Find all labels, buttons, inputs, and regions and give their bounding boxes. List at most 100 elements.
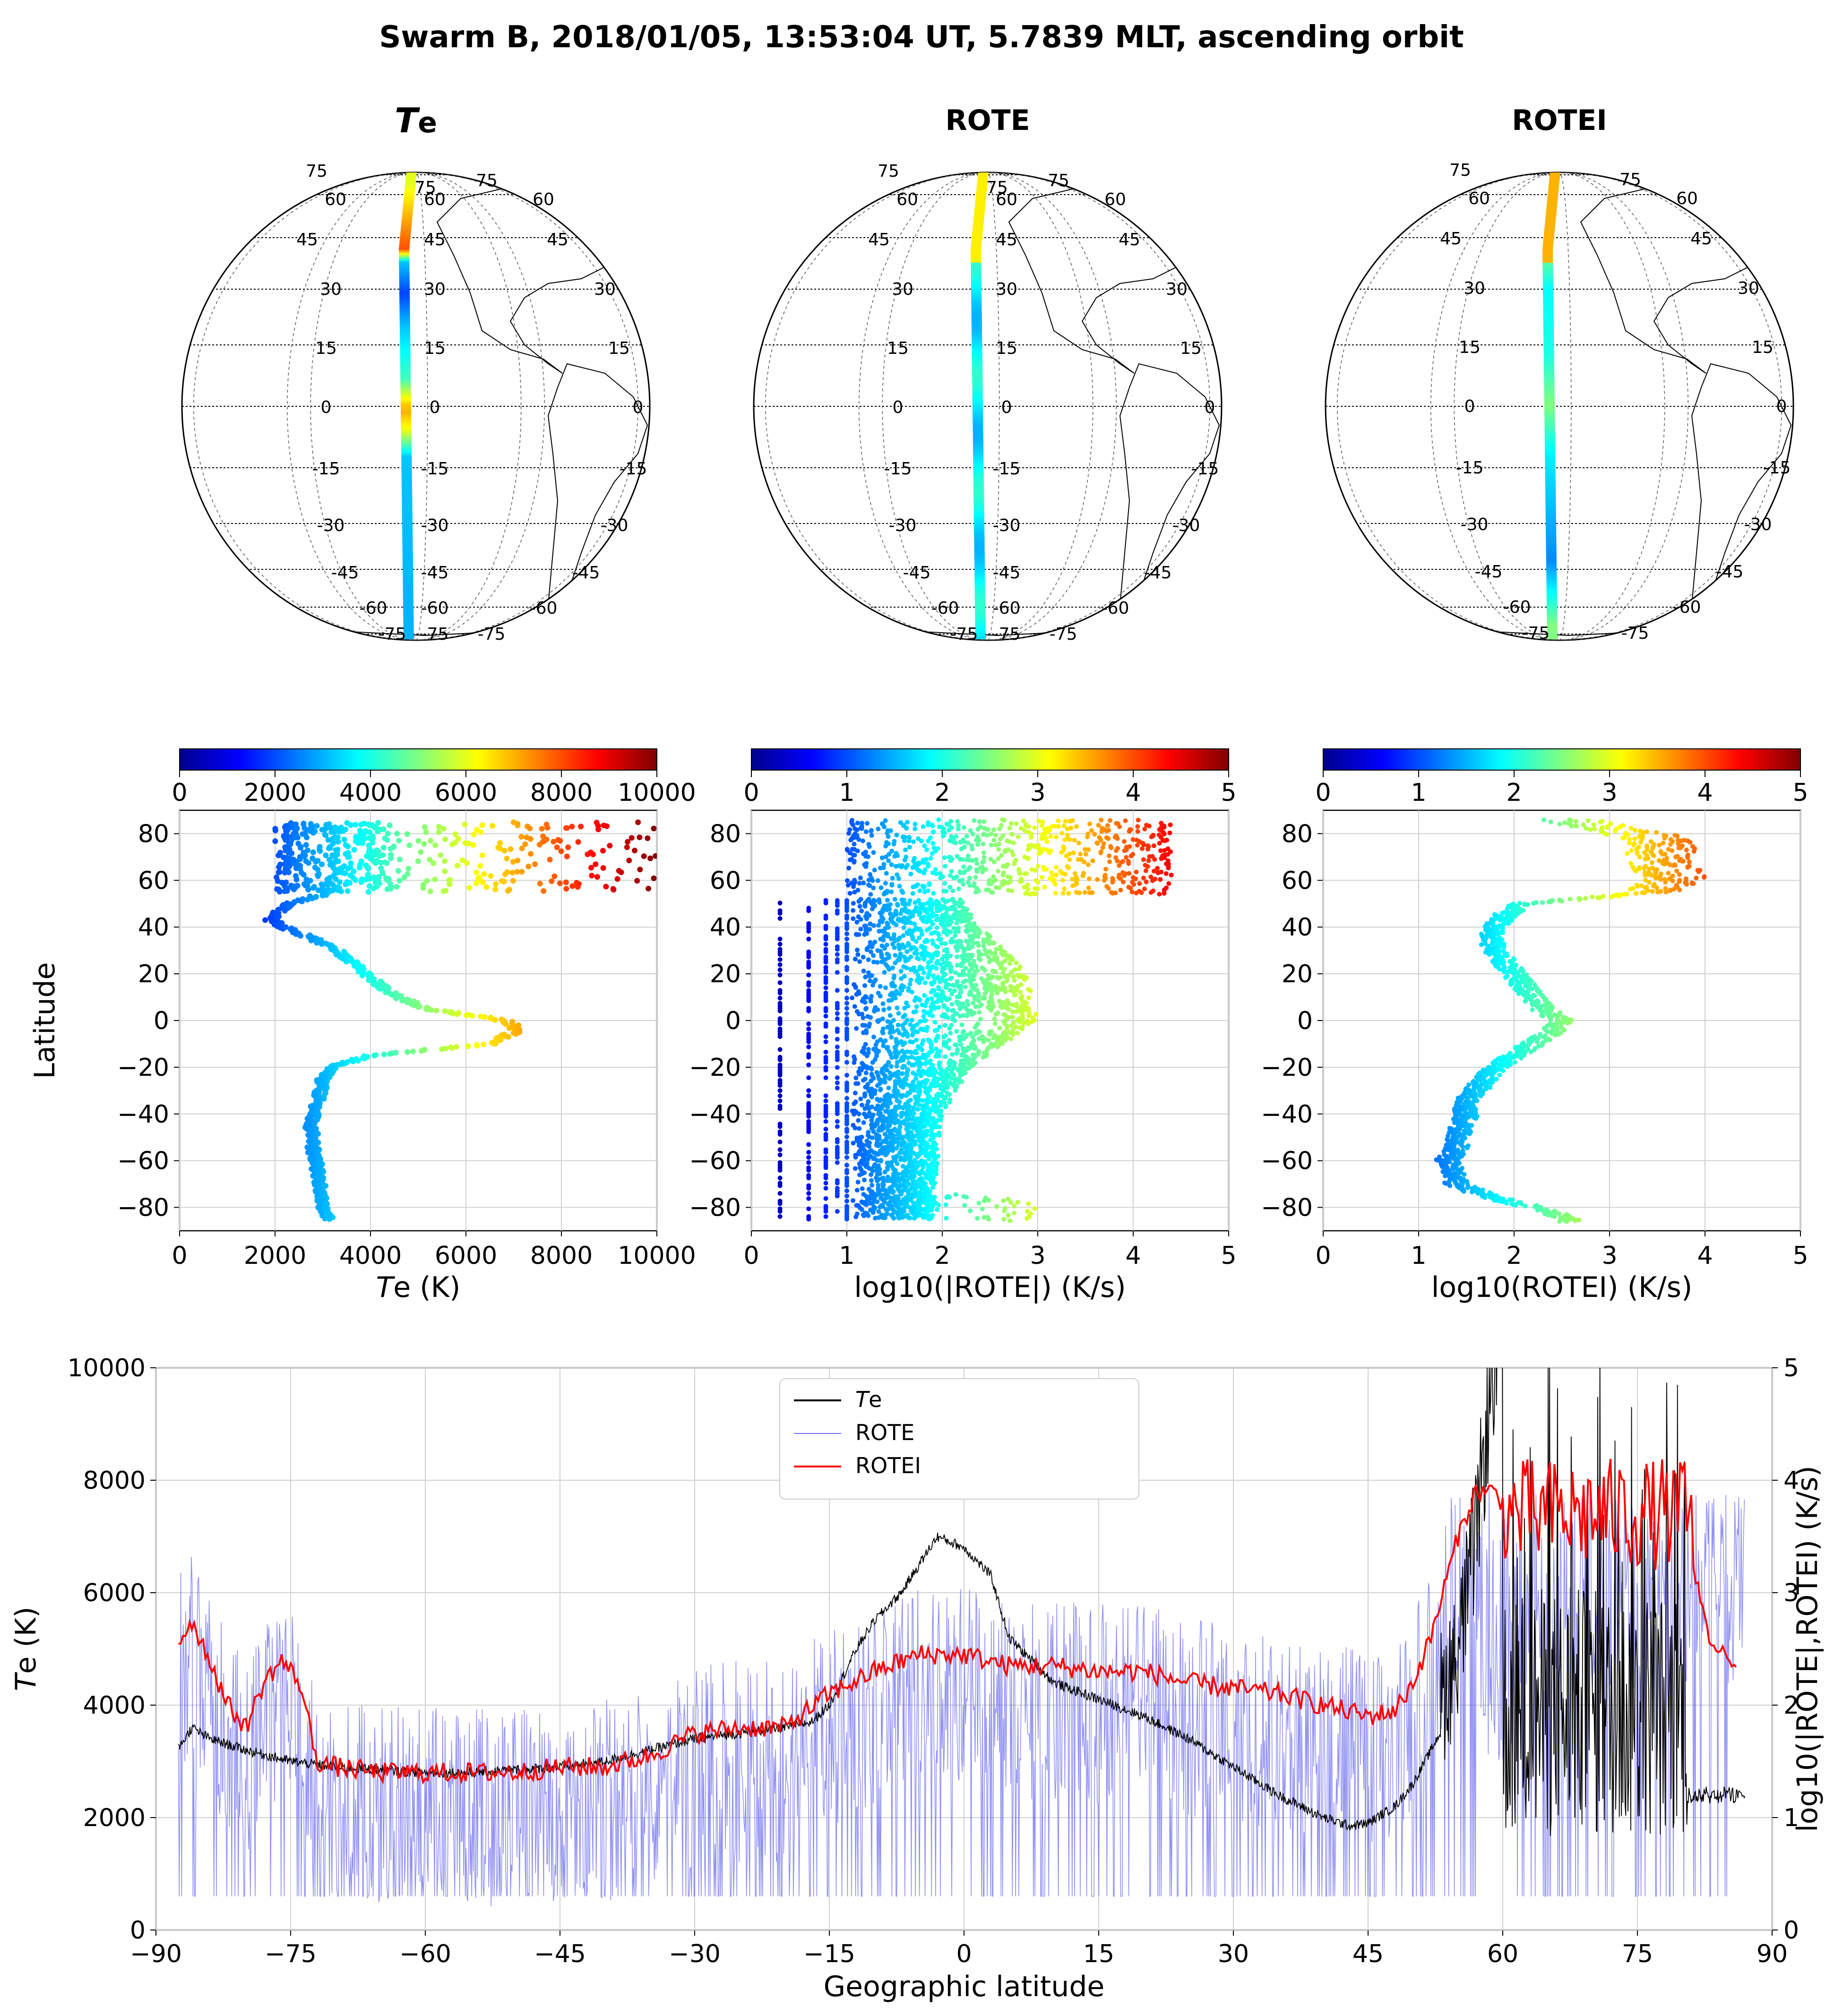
track-segment xyxy=(1546,559,1557,562)
rote-point xyxy=(916,1121,922,1126)
track-segment xyxy=(402,539,413,541)
rote-point xyxy=(844,988,849,993)
track-segment xyxy=(399,302,410,305)
rote-point xyxy=(864,931,870,936)
rote-point xyxy=(944,932,949,937)
track-segment xyxy=(1545,476,1556,479)
track-segment xyxy=(401,219,412,222)
te-point xyxy=(427,888,433,894)
rote-point xyxy=(844,1049,849,1055)
rote-point xyxy=(835,1001,840,1006)
te-point xyxy=(353,1056,359,1062)
track-segment xyxy=(975,202,986,205)
track-segment xyxy=(402,491,413,494)
track-segment xyxy=(1546,590,1557,592)
track-segment xyxy=(971,287,982,290)
rote-point xyxy=(806,972,811,978)
globe-latitude-label: -60 xyxy=(360,599,388,618)
rote-point xyxy=(962,914,967,919)
track-segment xyxy=(399,244,410,246)
te-point xyxy=(401,874,407,880)
track-segment xyxy=(405,180,416,182)
te-point xyxy=(285,849,292,856)
te-point xyxy=(442,1046,448,1052)
globe-latitude-label: 45 xyxy=(1690,229,1712,249)
track-segment xyxy=(1549,180,1560,182)
rote-point xyxy=(896,1215,901,1220)
rote-point xyxy=(986,935,991,940)
track-segment xyxy=(402,527,413,530)
track-segment xyxy=(973,463,984,465)
track-segment xyxy=(973,480,984,482)
track-segment xyxy=(399,266,410,269)
te-point xyxy=(651,875,657,881)
track-segment xyxy=(402,488,413,490)
track-segment xyxy=(971,295,982,297)
rote-point xyxy=(886,1085,891,1090)
track-segment xyxy=(1546,575,1557,577)
te-point xyxy=(539,826,545,832)
y-axis-label: Latitude xyxy=(28,962,61,1079)
rote-point xyxy=(853,956,858,961)
track-segment xyxy=(400,367,411,369)
track-segment xyxy=(1546,206,1557,208)
figure-title: Swarm B, 2018/01/05, 13:53:04 UT, 5.7839… xyxy=(379,20,1464,55)
rote-point xyxy=(977,953,982,958)
rote-point xyxy=(1033,1012,1039,1017)
globe-latitude-label: -75 xyxy=(421,625,449,644)
te-point xyxy=(646,885,652,892)
track-segment xyxy=(1546,567,1557,569)
te-point xyxy=(358,858,364,865)
rote-point xyxy=(935,1105,940,1110)
track-segment xyxy=(404,198,414,201)
rote-point xyxy=(1018,982,1024,987)
rote-point xyxy=(823,934,828,939)
rote-point xyxy=(917,1177,922,1182)
rote-point xyxy=(930,910,935,916)
track-segment xyxy=(974,563,985,566)
rote-point xyxy=(920,1124,925,1129)
rote-point xyxy=(866,1047,871,1052)
rote-point xyxy=(966,943,971,948)
track-segment xyxy=(1546,601,1557,603)
globe-latitude-label: -15 xyxy=(1191,459,1219,479)
rote-point xyxy=(954,1029,959,1034)
rote-point xyxy=(932,1075,938,1080)
track-segment xyxy=(971,270,982,273)
rote-point xyxy=(1014,987,1019,993)
rote-point xyxy=(878,1158,883,1164)
rote-point xyxy=(923,1184,929,1190)
track-segment xyxy=(973,219,984,222)
track-segment xyxy=(971,323,982,326)
rote-point xyxy=(866,1050,871,1055)
rote-point xyxy=(871,1204,877,1210)
track-segment xyxy=(399,248,410,250)
track-segment xyxy=(971,261,982,263)
track-segment xyxy=(972,342,982,344)
track-segment xyxy=(1545,472,1556,475)
track-segment xyxy=(1543,240,1554,242)
te-point xyxy=(315,858,321,864)
track-segment xyxy=(972,238,982,240)
rote-point xyxy=(882,1080,887,1085)
rote-point xyxy=(920,1112,925,1117)
track-segment xyxy=(1545,448,1556,450)
track-segment xyxy=(1543,317,1554,320)
te-point xyxy=(344,888,351,894)
globe-latitude-label: 0 xyxy=(893,398,904,417)
track-segment xyxy=(403,614,414,617)
rote-point xyxy=(958,1002,964,1007)
rote-point xyxy=(920,1047,925,1053)
rote-point xyxy=(823,1093,828,1098)
track-segment xyxy=(971,282,982,284)
rote-point xyxy=(904,1077,909,1082)
te-point xyxy=(301,825,308,831)
rote-point xyxy=(935,999,940,1004)
track-segment xyxy=(401,459,412,462)
track-segment xyxy=(1544,393,1555,395)
meridian-gridline xyxy=(1454,172,1665,640)
track-segment xyxy=(977,181,988,184)
rote-point xyxy=(1004,1027,1009,1032)
track-segment xyxy=(1547,618,1558,620)
rote-point xyxy=(918,906,923,911)
